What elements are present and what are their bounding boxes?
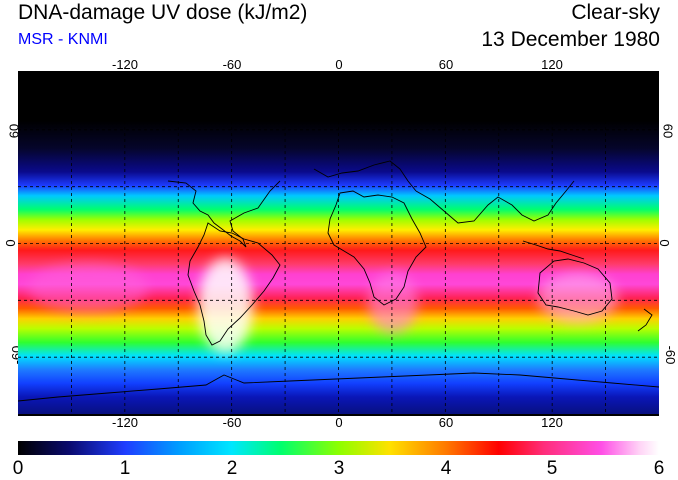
colorbar-label-0: 0	[12, 458, 24, 479]
lon-tick-bottom-4: 60	[438, 415, 454, 430]
lat-tick-left-0: 0	[3, 239, 19, 247]
colorbar-label-3: 3	[333, 458, 345, 479]
lon-tick-bottom-2: -60	[222, 415, 242, 430]
colorbar-label-5: 5	[546, 458, 558, 479]
lon-tick-bottom-1: -120	[111, 415, 139, 430]
date-label: 13 December 1980	[481, 28, 660, 51]
map-overlay	[18, 73, 659, 414]
lat-tick-right-60: 60	[660, 123, 676, 139]
lon-tick-bottom-5: 120	[541, 415, 563, 430]
colorbar-label-2: 2	[226, 458, 238, 479]
sky-condition: Clear-sky	[571, 1, 660, 24]
africa-hotspot	[368, 273, 418, 333]
new-zealand-coast	[637, 308, 653, 332]
antarctica-coast	[18, 372, 659, 402]
lon-tick-top-2: -60	[222, 57, 242, 72]
lon-tick-bottom-3: 0	[335, 415, 343, 430]
bottom-frame-bar	[18, 414, 659, 416]
pacific-hotspot	[28, 263, 148, 313]
coastlines	[18, 160, 659, 402]
south-america-coast	[187, 222, 281, 346]
colorbar-label-4: 4	[440, 458, 452, 479]
lon-tick-top-1: -120	[111, 57, 139, 72]
lon-tick-top-5: 120	[541, 57, 563, 72]
title: DNA-damage UV dose (kJ/m2)	[18, 1, 308, 24]
europe-coast	[313, 160, 417, 192]
gridlines	[18, 73, 659, 414]
uv-dose-map	[18, 73, 659, 414]
lon-tick-top-4: 60	[438, 57, 454, 72]
lon-tick-top-3: 0	[335, 57, 343, 72]
australia-hotspot	[538, 273, 618, 323]
lat-tick-right-0: 0	[657, 239, 673, 247]
indonesia-coast	[522, 240, 585, 260]
top-frame-bar	[18, 71, 659, 73]
north-america-coast	[167, 180, 281, 248]
colorbar-label-1: 1	[119, 458, 131, 479]
australia-coast	[537, 258, 613, 316]
asia-coast	[415, 180, 575, 224]
source-label: MSR - KNMI	[18, 31, 108, 48]
lat-tick-right-minus60: -60	[662, 345, 678, 365]
colorbar-label-6: 6	[653, 458, 665, 479]
africa-coast	[327, 190, 427, 306]
color-scale-bar	[18, 441, 659, 455]
